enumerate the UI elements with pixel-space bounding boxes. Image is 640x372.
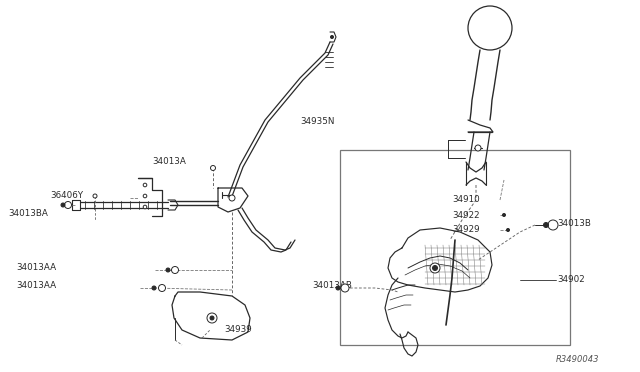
Text: 34013BA: 34013BA <box>8 208 48 218</box>
Text: 36406Y: 36406Y <box>50 190 83 199</box>
Circle shape <box>211 166 216 170</box>
Bar <box>340 150 570 345</box>
Circle shape <box>166 268 170 272</box>
Circle shape <box>159 285 166 292</box>
Circle shape <box>430 263 440 273</box>
Circle shape <box>152 286 156 290</box>
Circle shape <box>172 266 179 273</box>
Text: 34013A: 34013A <box>152 157 186 167</box>
Circle shape <box>341 284 349 292</box>
Circle shape <box>433 266 438 270</box>
Circle shape <box>143 194 147 198</box>
Circle shape <box>229 195 235 201</box>
Circle shape <box>65 202 72 208</box>
Circle shape <box>506 228 509 231</box>
Text: 34013AA: 34013AA <box>16 280 56 289</box>
Text: 34013AB: 34013AB <box>312 280 352 289</box>
Text: 34922: 34922 <box>452 211 479 219</box>
Text: R3490043: R3490043 <box>556 356 600 365</box>
Circle shape <box>143 205 147 209</box>
Circle shape <box>336 286 340 290</box>
Circle shape <box>475 145 481 151</box>
Text: 34939: 34939 <box>224 326 252 334</box>
Circle shape <box>548 220 558 230</box>
Circle shape <box>543 222 548 228</box>
Circle shape <box>210 316 214 320</box>
Circle shape <box>330 35 333 38</box>
Circle shape <box>207 313 217 323</box>
Text: 34910: 34910 <box>452 196 480 205</box>
Circle shape <box>502 214 506 217</box>
Text: 34902: 34902 <box>557 276 585 285</box>
Text: 34935N: 34935N <box>300 118 334 126</box>
Text: 34013B: 34013B <box>557 218 591 228</box>
Circle shape <box>93 194 97 198</box>
Text: 34013AA: 34013AA <box>16 263 56 273</box>
Circle shape <box>61 203 65 207</box>
Text: 34929: 34929 <box>452 225 479 234</box>
Circle shape <box>143 183 147 187</box>
